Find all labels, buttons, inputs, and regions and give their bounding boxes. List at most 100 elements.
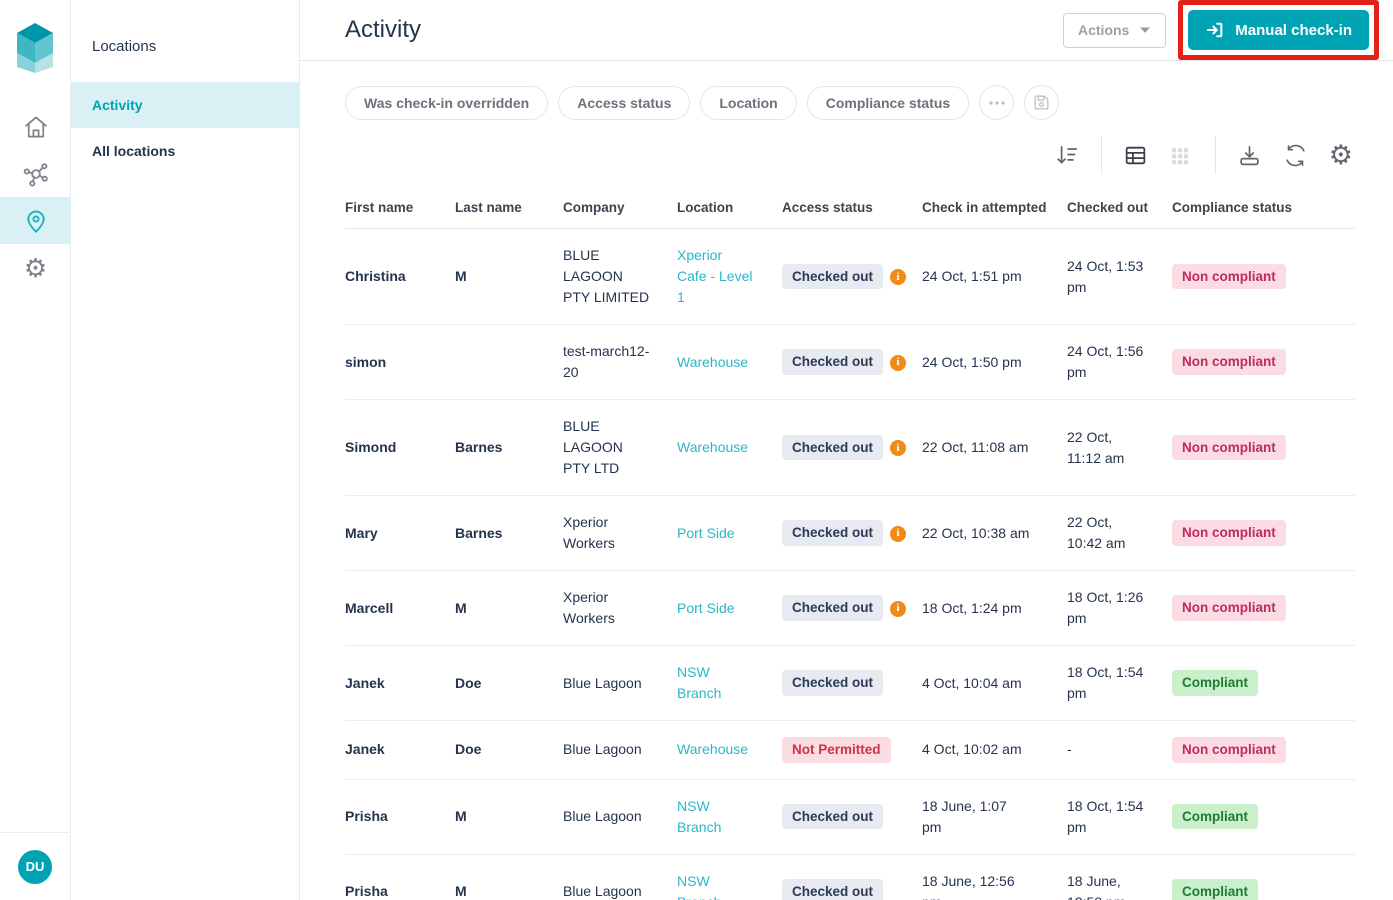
cell-first-name: Prisha: [345, 779, 455, 855]
activity-table: First name Last name Company Location Access…: [345, 188, 1355, 900]
cell-checked-out: 22 Oct, 10:42 am: [1067, 495, 1172, 571]
access-status-badge: Checked out: [782, 803, 884, 830]
location-pin-icon: [26, 210, 45, 233]
access-status-badge: Checked out: [782, 349, 884, 375]
actions-button[interactable]: Actions: [1062, 12, 1167, 48]
cell-location: Warehouse: [677, 399, 782, 496]
table-row: Janek Doe Blue Lagoon Warehouse Not Permitte…: [345, 720, 1355, 780]
cell-check-in-attempted: 22 Oct, 10:38 am: [922, 495, 1067, 571]
manual-checkin-button[interactable]: Manual check-in: [1188, 10, 1369, 50]
activity-table-wrap: First name Last name Company Location Access…: [345, 188, 1358, 900]
save-view-button[interactable]: [1024, 85, 1060, 120]
table-settings-button[interactable]: ⚙︎: [1329, 141, 1353, 169]
cell-compliance-status: Non compliant: [1172, 324, 1355, 400]
column-header-location[interactable]: Location: [677, 188, 782, 229]
rail-item-home[interactable]: [0, 103, 71, 150]
location-link[interactable]: Port Side: [677, 599, 735, 616]
location-link[interactable]: NSW Branch: [677, 872, 721, 900]
cell-location: NSW Branch: [677, 645, 782, 721]
sort-button[interactable]: [1054, 142, 1080, 168]
compliance-status-badge: Compliant: [1172, 670, 1258, 696]
cell-company: Xperior Workers: [563, 495, 677, 571]
cell-last-name: Barnes: [455, 495, 563, 571]
column-header-first-name[interactable]: First name: [345, 188, 455, 229]
cell-company: Blue Lagoon: [563, 854, 677, 900]
column-header-check-in-attempted[interactable]: Check in attempted: [922, 188, 1067, 229]
cell-company: Blue Lagoon: [563, 720, 677, 780]
page-header: Activity Actions Manual check-in: [300, 0, 1393, 61]
info-icon[interactable]: i: [890, 525, 907, 542]
actions-button-label: Actions: [1077, 22, 1130, 38]
rail-item-network[interactable]: [0, 150, 71, 197]
table-row: Simond Barnes BLUE LAGOON PTY LTD Warehouse…: [345, 399, 1355, 496]
main-panel: Activity Actions Manual check-in Wa: [300, 0, 1393, 900]
info-icon[interactable]: i: [890, 269, 907, 286]
cell-company: BLUE LAGOON PTY LTD: [563, 399, 677, 496]
compliance-status-badge: Non compliant: [1172, 737, 1286, 763]
location-link[interactable]: Warehouse: [677, 439, 749, 455]
annotation-highlight: Manual check-in: [1178, 0, 1379, 60]
cell-first-name: Janek: [345, 720, 455, 780]
compliance-status-badge: Non compliant: [1172, 434, 1286, 461]
cell-checked-out: 18 Oct, 1:54 pm: [1067, 645, 1172, 721]
cell-first-name: Christina: [345, 228, 455, 325]
rail-item-locations[interactable]: [0, 197, 71, 244]
cell-checked-out: -: [1067, 720, 1172, 780]
filter-chip-was-checkin-overridden[interactable]: Was check-in overridden: [345, 85, 549, 120]
network-icon: [23, 162, 48, 186]
location-link[interactable]: Port Side: [677, 524, 735, 541]
sidebar-item-all-locations[interactable]: All locations: [92, 143, 176, 159]
cell-last-name: Doe: [455, 720, 563, 780]
info-icon[interactable]: i: [890, 600, 907, 617]
column-header-access-status[interactable]: Access status: [782, 188, 922, 229]
sidebar-item-activity[interactable]: Activity: [71, 82, 299, 128]
cell-last-name: M: [455, 854, 563, 900]
table-row: Janek Doe Blue Lagoon NSW Branch Checked out…: [345, 645, 1355, 721]
filter-chip-access-status[interactable]: Access status: [558, 85, 691, 120]
cell-first-name: Mary: [345, 495, 455, 571]
location-link[interactable]: Warehouse: [677, 353, 749, 370]
cell-last-name: [455, 324, 563, 400]
cell-checked-out: 24 Oct, 1:53 pm: [1067, 228, 1172, 325]
cell-location: Xperior Cafe - Level 1: [677, 228, 782, 325]
cell-location: NSW Branch: [677, 854, 782, 900]
filters-row: Was check-in overridden Access status Lo…: [300, 61, 1393, 120]
cell-check-in-attempted: 24 Oct, 1:50 pm: [922, 324, 1067, 400]
cube-logo-icon: [17, 23, 53, 73]
column-header-compliance-status[interactable]: Compliance status: [1172, 188, 1355, 229]
table-body: Christina M BLUE LAGOON PTY LIMITED Xperior…: [345, 228, 1355, 900]
filter-chip-location[interactable]: Location: [700, 85, 797, 120]
access-status-badge: Checked out: [782, 434, 884, 461]
column-header-last-name[interactable]: Last name: [455, 188, 563, 229]
cell-first-name: simon: [345, 324, 455, 400]
cell-last-name: M: [455, 228, 563, 325]
cell-compliance-status: Compliant: [1172, 854, 1355, 900]
user-avatar[interactable]: DU: [18, 849, 52, 884]
cell-check-in-attempted: 4 Oct, 10:02 am: [922, 720, 1067, 780]
download-button[interactable]: [1237, 143, 1262, 168]
cell-location: Port Side: [677, 570, 782, 646]
filter-chip-compliance-status[interactable]: Compliance status: [806, 85, 970, 120]
cell-compliance-status: Compliant: [1172, 779, 1355, 855]
app-logo[interactable]: [15, 22, 55, 74]
toolbar-divider: [1214, 136, 1216, 174]
info-icon[interactable]: i: [890, 354, 907, 371]
cell-checked-out: 24 Oct, 1:56 pm: [1067, 324, 1172, 400]
cell-compliance-status: Compliant: [1172, 645, 1355, 721]
location-link[interactable]: NSW Branch: [677, 664, 722, 701]
refresh-button[interactable]: [1283, 143, 1308, 168]
icon-rail: ⚙︎ DU: [0, 0, 71, 900]
info-icon[interactable]: i: [890, 440, 907, 457]
location-link[interactable]: NSW Branch: [677, 797, 722, 835]
location-link[interactable]: Warehouse: [677, 741, 749, 758]
save-icon: [1034, 95, 1049, 110]
compliance-status-badge: Non compliant: [1172, 349, 1286, 375]
location-link[interactable]: Xperior Cafe - Level 1: [677, 247, 753, 305]
more-filters-button[interactable]: [979, 85, 1015, 120]
table-row: Marcell M Xperior Workers Port Side Checked …: [345, 570, 1355, 646]
column-header-checked-out[interactable]: Checked out: [1067, 188, 1172, 229]
table-view-button[interactable]: [1123, 143, 1148, 168]
rail-item-settings[interactable]: ⚙︎: [0, 244, 71, 291]
column-header-company[interactable]: Company: [563, 188, 677, 229]
grid-view-button[interactable]: [1169, 143, 1194, 168]
